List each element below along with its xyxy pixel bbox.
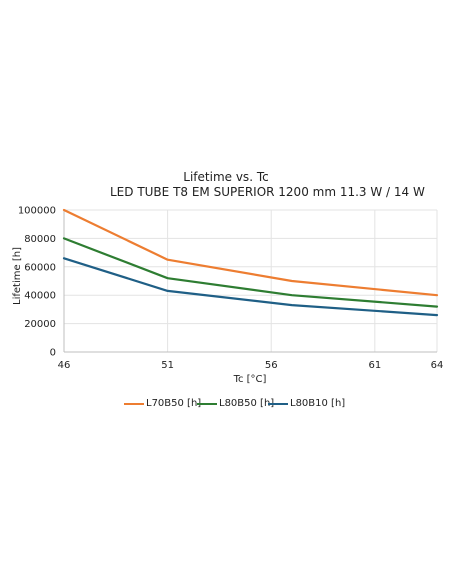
- legend-item-l80b10: L80B10 [h]: [268, 398, 345, 409]
- legend-swatch-l70b50: [124, 402, 144, 405]
- y-tick-label: 80000: [24, 234, 56, 245]
- x-tick-label: 64: [431, 360, 444, 371]
- series-line-l80b10: [62, 257, 439, 317]
- y-axis-label: Lifetime [h]: [12, 247, 23, 305]
- legend-label-l80b50: L80B50 [h]: [219, 398, 275, 409]
- chart-subtitle: LED TUBE T8 EM SUPERIOR 1200 mm 11.3 W /…: [110, 185, 425, 199]
- legend-swatch-l80b50: [197, 402, 217, 405]
- legend-item-l80b50: L80B50 [h]: [197, 398, 274, 409]
- legend-label-l80b10: L80B10 [h]: [290, 398, 346, 409]
- grid-lines: [64, 209, 438, 352]
- x-tick-label: 46: [58, 360, 71, 371]
- x-axis-label: Tc [°C]: [233, 374, 267, 385]
- legend-item-l70b50: L70B50 [h]: [124, 398, 201, 409]
- legend: L70B50 [h] L80B50 [h] L80B10 [h]: [0, 398, 452, 412]
- series-line-l70b50: [62, 208, 439, 297]
- x-tick-label: 61: [368, 360, 381, 371]
- y-tick-label: 60000: [24, 262, 56, 273]
- series-line-l80b50: [62, 237, 439, 308]
- y-tick-label: 40000: [24, 291, 56, 302]
- x-tick-label: 56: [265, 360, 278, 371]
- chart-title: Lifetime vs. Tc: [183, 170, 269, 184]
- tick-labels: 0 20000 40000 60000 80000 100000 46 51 56 61 64: [18, 206, 444, 372]
- legend-label-l70b50: L70B50 [h]: [146, 398, 202, 409]
- x-tick-label: 51: [161, 360, 174, 371]
- y-tick-label: 20000: [24, 319, 56, 330]
- y-tick-label: 0: [50, 348, 56, 359]
- axes: [63, 210, 437, 353]
- y-tick-label: 100000: [18, 206, 56, 217]
- legend-swatch-l80b10: [268, 402, 288, 405]
- series-lines: [62, 208, 439, 317]
